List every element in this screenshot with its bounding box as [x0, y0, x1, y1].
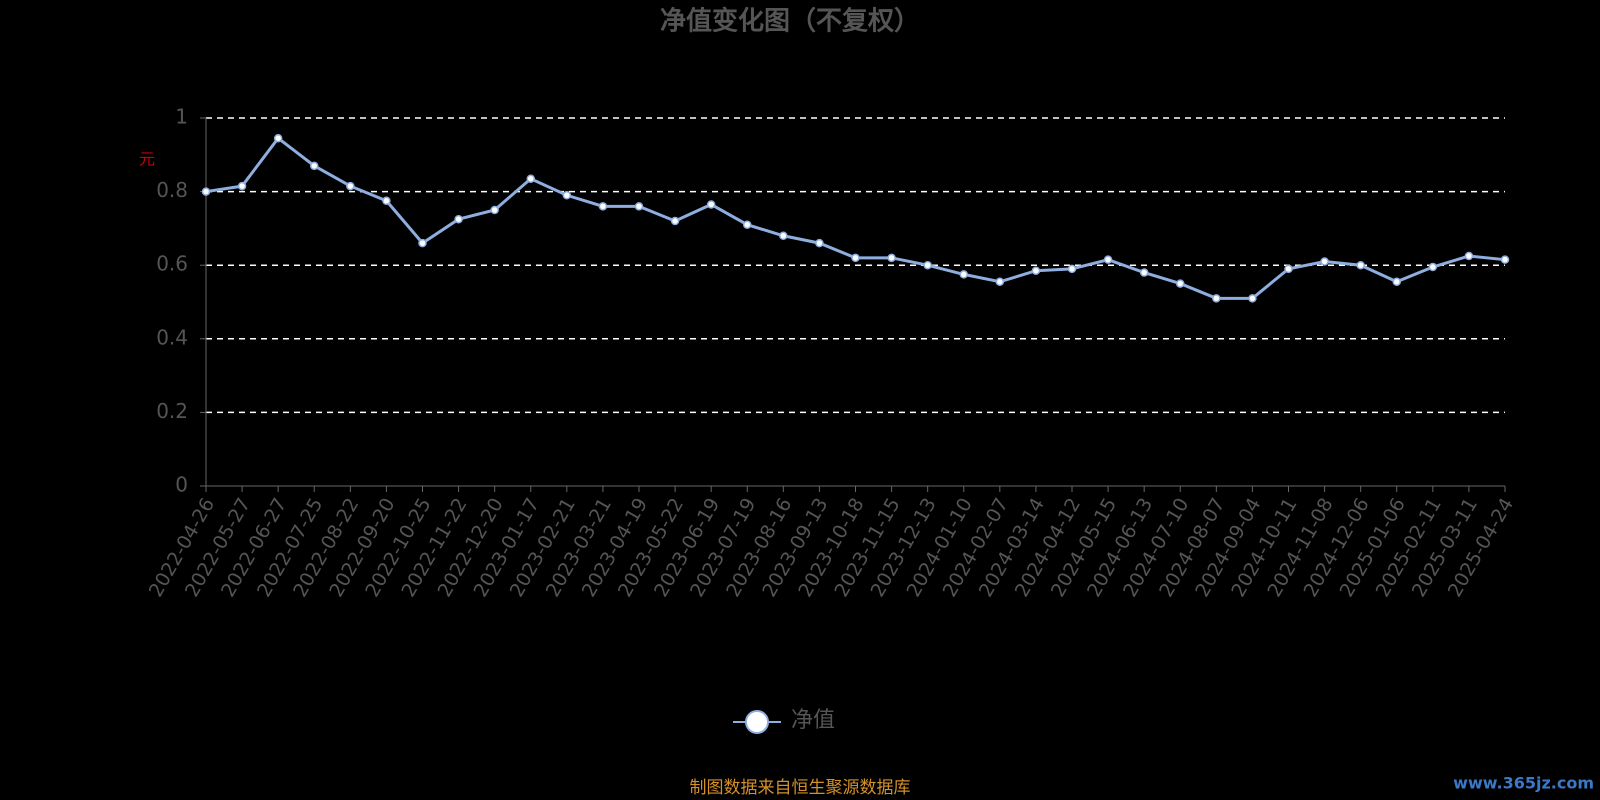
point	[1212, 294, 1221, 303]
point	[310, 161, 319, 171]
y-tick-label: 0.6	[156, 252, 188, 276]
point	[815, 238, 824, 248]
y-tick-label: 0.8	[156, 178, 188, 202]
point	[418, 238, 427, 248]
point	[1428, 262, 1438, 272]
legend-label: 净值	[791, 708, 835, 733]
watermark: www.365jz.com	[1453, 774, 1594, 793]
point	[382, 196, 391, 206]
point	[1139, 268, 1149, 277]
point	[887, 253, 896, 263]
point	[490, 205, 499, 215]
point	[526, 174, 535, 183]
point	[959, 270, 968, 279]
point	[779, 231, 788, 241]
point	[273, 133, 283, 143]
point	[237, 181, 247, 191]
point	[346, 181, 355, 191]
chart-title: 净值变化图（不复权）	[660, 6, 920, 37]
point	[851, 253, 860, 263]
point	[1356, 260, 1365, 270]
point	[1392, 277, 1401, 287]
point	[1284, 264, 1293, 274]
point	[1031, 266, 1041, 275]
point	[1103, 255, 1113, 264]
y-axis-label: 元	[139, 150, 155, 169]
point	[562, 191, 572, 200]
point	[598, 202, 608, 211]
point	[706, 200, 716, 209]
point	[1176, 279, 1185, 288]
point	[1320, 257, 1329, 266]
point	[923, 260, 932, 270]
point	[670, 216, 680, 226]
point	[995, 277, 1005, 287]
legend-marker	[745, 710, 769, 734]
point	[1067, 264, 1077, 274]
point	[634, 202, 644, 211]
point	[1464, 251, 1474, 261]
y-tick-label: 1	[175, 105, 188, 129]
point	[1500, 255, 1510, 264]
point	[454, 214, 463, 224]
point	[743, 220, 752, 229]
y-tick-label: 0	[175, 473, 188, 497]
y-tick-label: 0.2	[156, 399, 188, 423]
y-tick-label: 0.4	[156, 325, 188, 349]
source-note: 制图数据来自恒生聚源数据库	[690, 778, 911, 798]
point	[201, 187, 211, 196]
point	[1248, 294, 1257, 303]
